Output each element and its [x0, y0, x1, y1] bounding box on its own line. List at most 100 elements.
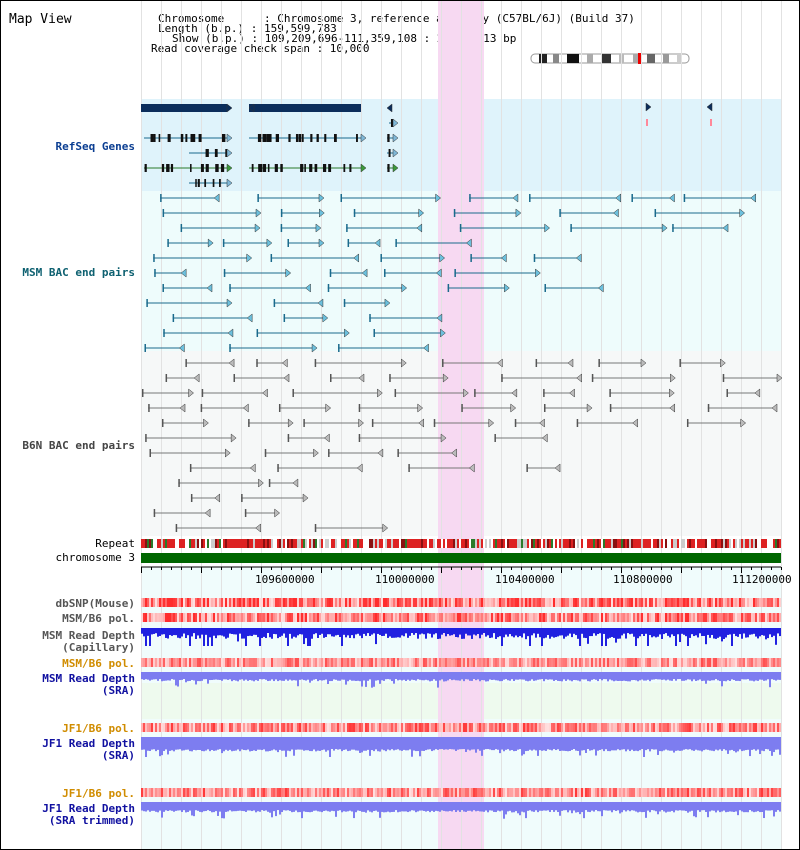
polymorphism-cell — [437, 613, 439, 622]
polymorphism-cell — [423, 788, 425, 797]
snp-density-cell — [763, 598, 765, 607]
read-depth-bar — [387, 802, 389, 812]
polymorphism-cell — [577, 723, 579, 732]
polymorphism-cell — [285, 723, 287, 732]
snp-density-cell — [601, 598, 603, 607]
read-depth-bar — [537, 628, 539, 634]
polymorphism-cell — [329, 788, 331, 797]
polymorphism-cell — [401, 613, 403, 622]
polymorphism-cell — [269, 613, 271, 622]
polymorphism-cell — [581, 613, 583, 622]
polymorphism-cell — [269, 788, 271, 797]
bac-end-marker — [200, 404, 203, 412]
read-depth-bar — [471, 628, 473, 639]
read-depth-bar — [419, 737, 421, 757]
repeat-element — [663, 539, 665, 548]
read-depth-bar — [511, 737, 513, 751]
read-depth-bar — [427, 628, 429, 634]
polymorphism-cell — [389, 613, 391, 622]
polymorphism-cell — [357, 613, 359, 622]
read-depth-bar — [719, 672, 721, 682]
repeat-element — [205, 539, 207, 548]
bac-end-marker — [408, 464, 410, 472]
chromosome-ideogram[interactable] — [529, 53, 693, 65]
bac-end-marker — [576, 419, 579, 427]
gene-exon — [275, 134, 279, 142]
snp-density-cell — [595, 598, 597, 607]
polymorphism-cell — [483, 658, 485, 667]
polymorphism-cell — [389, 788, 391, 797]
read-depth-bar — [209, 672, 211, 681]
polymorphism-cell — [651, 613, 653, 622]
polymorphism-cell — [571, 788, 573, 797]
polymorphism-cell — [675, 723, 677, 732]
polymorphism-cell — [497, 658, 499, 667]
read-depth-bar — [559, 672, 561, 682]
read-depth-bar — [591, 802, 593, 811]
polymorphism-cell — [513, 788, 515, 797]
polymorphism-cell — [775, 788, 777, 797]
read-depth-bar — [643, 737, 645, 757]
read-depth-bar — [265, 672, 267, 680]
polymorphism-cell — [653, 658, 655, 667]
repeat-element — [345, 539, 347, 548]
read-depth-bar — [407, 737, 409, 751]
read-depth-bar — [211, 737, 213, 751]
read-depth-bar — [301, 737, 303, 750]
snp-density-cell — [395, 598, 397, 607]
polymorphism-cell — [455, 658, 457, 667]
polymorphism-cell — [751, 723, 753, 732]
polymorphism-cell — [477, 723, 479, 732]
polymorphism-cell — [351, 788, 353, 797]
polymorphism-cell — [449, 788, 451, 797]
read-depth-bar — [145, 672, 147, 680]
polymorphism-cell — [501, 788, 503, 797]
repeat-element — [545, 539, 547, 548]
read-depth-bar — [653, 628, 655, 637]
read-depth-bar — [461, 672, 463, 680]
read-depth-bar — [533, 737, 535, 750]
read-depth-bar — [521, 672, 523, 680]
polymorphism-cell — [201, 723, 203, 732]
bac-end-arrow — [468, 463, 475, 473]
read-depth-bar — [317, 737, 319, 751]
read-depth-bar — [645, 802, 647, 818]
read-depth-bar — [339, 737, 341, 750]
read-depth-bar — [271, 628, 273, 639]
read-depth-bar — [771, 802, 773, 811]
polymorphism-cell — [177, 723, 179, 732]
polymorphism-cell — [623, 723, 625, 732]
repeat-element — [273, 539, 275, 548]
polymorphism-cell — [711, 788, 713, 797]
polymorphism-cell — [581, 658, 583, 667]
read-depth-bar — [547, 802, 549, 811]
read-depth-bar — [707, 628, 709, 635]
repeat-element — [339, 539, 341, 548]
repeat-element — [571, 539, 573, 548]
polymorphism-cell — [729, 723, 731, 732]
polymorphism-cell — [155, 613, 157, 622]
bac-end-arrow — [382, 523, 389, 533]
read-depth-bar — [765, 802, 767, 811]
read-depth-bar — [427, 737, 429, 750]
read-depth-bar — [413, 672, 415, 681]
read-depth-bar — [259, 737, 261, 750]
repeat-element — [543, 539, 545, 548]
polymorphism-cell — [743, 613, 745, 622]
polymorphism-cell — [369, 613, 371, 622]
polymorphism-cell — [773, 658, 775, 667]
read-depth-bar — [435, 672, 437, 681]
snp-density-cell — [345, 598, 347, 607]
snp-density-cell — [337, 598, 339, 607]
polymorphism-cell — [299, 613, 301, 622]
polymorphism-cell — [659, 658, 661, 667]
snp-density-cell — [469, 598, 471, 607]
read-depth-bar — [341, 802, 343, 813]
read-depth-bar — [767, 802, 769, 811]
snp-density-cell — [759, 598, 761, 607]
polymorphism-cell — [665, 788, 667, 797]
polymorphism-cell — [649, 613, 651, 622]
repeat-element — [215, 539, 217, 548]
polymorphism-cell — [341, 658, 343, 667]
